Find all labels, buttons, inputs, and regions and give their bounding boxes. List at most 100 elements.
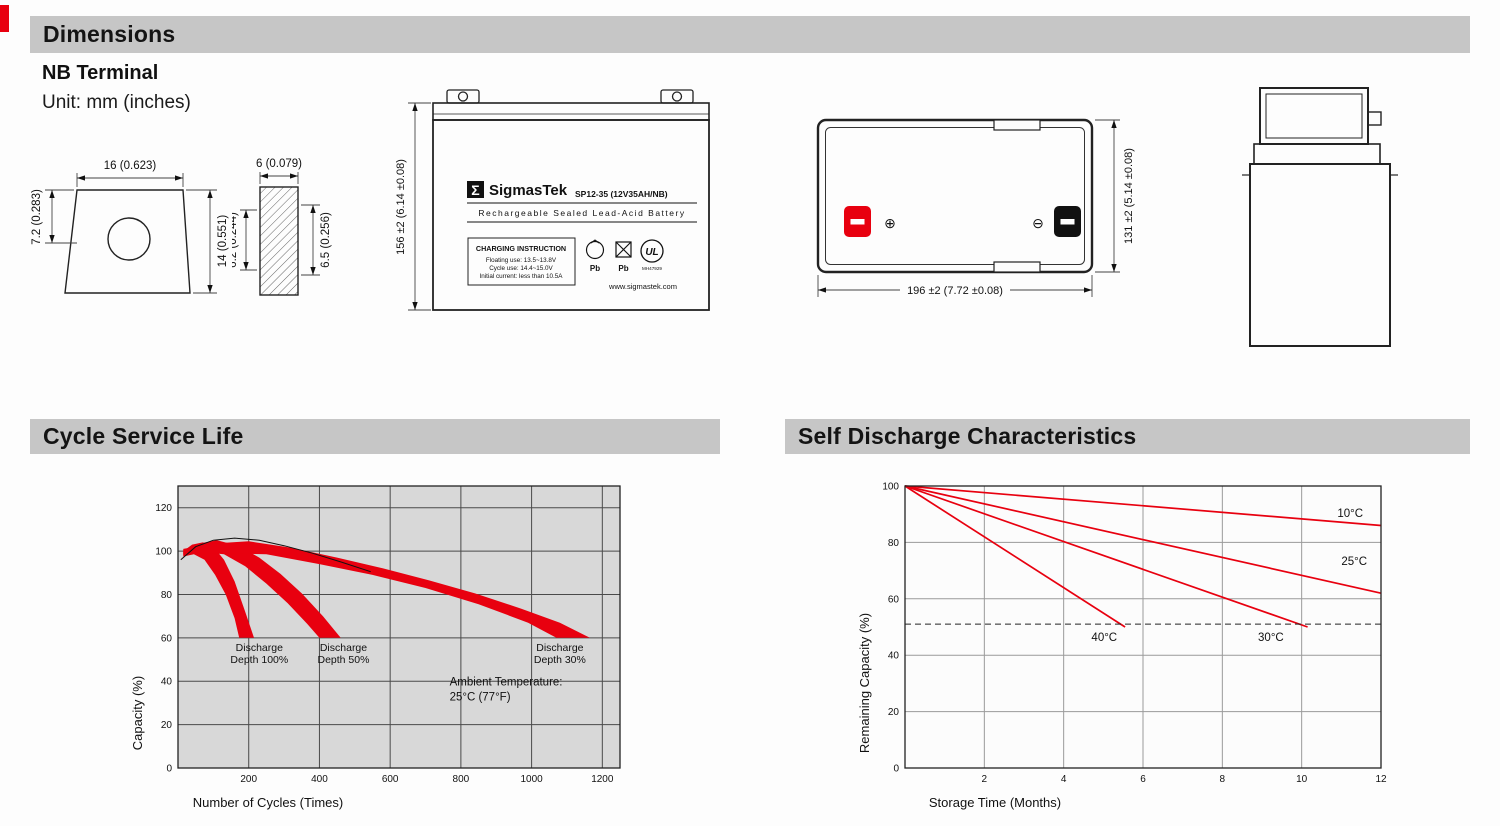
svg-text:Capacity (%): Capacity (%) (130, 676, 145, 750)
side-outline (1242, 87, 1398, 347)
section-inner-height-dim: 6.2 (0.244) (232, 212, 239, 268)
top-width-dim: 196 ±2 (7.72 ±0.08) (907, 285, 1003, 297)
svg-text:4: 4 (1061, 774, 1067, 785)
dimensions-section-header: Dimensions (30, 16, 1470, 53)
svg-text:400: 400 (311, 774, 328, 785)
cycle-service-life-header: Cycle Service Life (30, 419, 720, 454)
charging-instruction-box (467, 237, 576, 286)
website-text: www.sigmastek.com (608, 282, 677, 291)
svg-text:40°C: 40°C (1091, 632, 1117, 644)
svg-text:100: 100 (155, 547, 172, 558)
handle-notch-top (993, 119, 1041, 131)
svg-text:20: 20 (161, 720, 173, 731)
ul-label: UL (645, 247, 658, 258)
self-discharge-header: Self Discharge Characteristics (785, 419, 1470, 454)
svg-text:0: 0 (166, 764, 172, 775)
terminal-hole (107, 217, 151, 261)
svg-text:25°C: 25°C (1341, 556, 1367, 568)
svg-text:10°C: 10°C (1337, 508, 1363, 520)
sigma-logo-box (467, 181, 484, 198)
svg-text:0: 0 (893, 764, 899, 775)
sigma-logo-icon: Σ (471, 182, 479, 198)
svg-text:Number of Cycles (Times): Number of Cycles (Times) (193, 795, 343, 810)
battery-case-outline (432, 102, 710, 311)
svg-text:Discharge: Discharge (236, 642, 283, 654)
svg-text:80: 80 (161, 590, 173, 601)
svg-text:Ambient Temperature:: Ambient Temperature: (450, 677, 563, 689)
terminal-section-body (259, 186, 299, 296)
svg-text:60: 60 (161, 633, 173, 644)
svg-text:800: 800 (453, 774, 470, 785)
dimensions-title: Dimensions (43, 21, 176, 47)
top-height-dim: 131 ±2 (5.14 ±0.08) (1123, 148, 1135, 244)
charging-line-1: Floating use: 13.5~13.8V (486, 257, 557, 264)
brand-name: SigmasTek (489, 182, 568, 199)
svg-text:Depth 50%: Depth 50% (318, 654, 370, 666)
page-edge-artifact (0, 5, 9, 32)
svg-text:Storage Time (Months): Storage Time (Months) (929, 795, 1061, 810)
model-number: SP12-35 (12V35AH/NB) (575, 189, 668, 199)
terminal-height-dim: 14 (0.551) (217, 215, 229, 268)
svg-text:12: 12 (1375, 774, 1387, 785)
svg-text:Discharge: Discharge (536, 642, 583, 654)
battery-top-view: ⊕ ⊖ 196 ±2 (7.72 ±0.08) 131 ±2 (5.14 ±0.… (816, 118, 1135, 297)
pb-label-1: Pb (590, 264, 600, 273)
front-terminal-posts (446, 89, 694, 104)
battery-side-view (1242, 87, 1398, 347)
svg-text:100: 100 (882, 482, 899, 493)
handle-notch-bottom (993, 261, 1041, 273)
svg-text:Discharge: Discharge (320, 642, 367, 654)
terminal-info-block: NB Terminal Unit: mm (inches) (42, 62, 191, 114)
section-outer-height-dim: 6.5 (0.256) (320, 212, 332, 268)
charging-title: CHARGING INSTRUCTION (476, 244, 566, 253)
svg-text:40: 40 (161, 677, 173, 688)
negative-mark: ⊖ (1032, 215, 1044, 231)
svg-text:600: 600 (382, 774, 399, 785)
cycle-service-life-title: Cycle Service Life (43, 423, 244, 449)
svg-text:6: 6 (1140, 774, 1146, 785)
svg-text:1200: 1200 (591, 774, 614, 785)
negative-terminal-red (844, 206, 871, 237)
self-discharge-title: Self Discharge Characteristics (798, 423, 1137, 449)
svg-text:200: 200 (240, 774, 257, 785)
pb-label-2: Pb (618, 264, 628, 273)
terminal-type-label: NB Terminal (42, 62, 159, 84)
svg-text:25°C (77°F): 25°C (77°F) (450, 692, 511, 704)
dimension-lines (817, 119, 1120, 297)
terminal-width-dim: 16 (0.623) (104, 160, 157, 172)
side-terminal-tab (1367, 111, 1382, 126)
negative-terminal-black (1054, 206, 1081, 237)
dimension-lines (45, 173, 217, 294)
charging-line-3: Initial current: less than 10.5A (480, 273, 564, 280)
svg-text:80: 80 (888, 538, 900, 549)
dimension-lines (240, 172, 320, 276)
svg-text:60: 60 (888, 594, 900, 605)
svg-text:120: 120 (155, 503, 172, 514)
ul-mark-icon: UL MH47929 (640, 239, 664, 271)
svg-text:2: 2 (982, 774, 988, 785)
battery-type-subtitle: Rechargeable Sealed Lead-Acid Battery (478, 208, 685, 218)
terminal-upper-height-dim: 7.2 (0.283) (31, 189, 43, 245)
case-outer-outline (816, 118, 1094, 274)
terminal-section-drawing: 6 (0.079) 6.2 (0.244) 6.5 (0.256) (232, 158, 332, 296)
svg-text:30°C: 30°C (1258, 632, 1284, 644)
svg-text:Depth 100%: Depth 100% (230, 654, 288, 666)
no-disposal-pb-icon: Pb (615, 241, 632, 273)
svg-text:40: 40 (888, 651, 900, 662)
terminal-front-drawing: 16 (0.623) 7.2 (0.283) 14 (0.551) (31, 160, 229, 294)
dimension-lines (408, 102, 431, 311)
svg-text:10: 10 (1296, 774, 1308, 785)
svg-text:Remaining Capacity (%): Remaining Capacity (%) (857, 613, 872, 753)
svg-text:8: 8 (1220, 774, 1226, 785)
case-inner-outline (825, 127, 1085, 265)
section-width-dim: 6 (0.079) (256, 158, 302, 170)
svg-text:Depth 30%: Depth 30% (534, 654, 586, 666)
unit-note: Unit: mm (inches) (42, 92, 191, 113)
charging-line-2: Cycle use: 14.4~15.0V (489, 265, 553, 272)
positive-mark: ⊕ (884, 215, 896, 231)
svg-text:20: 20 (888, 707, 900, 718)
battery-front-view: 156 ±2 (6.14 ±0.08) Σ SigmasTek SP12-35 … (395, 89, 710, 311)
recycle-pb-icon: Pb (585, 239, 605, 273)
